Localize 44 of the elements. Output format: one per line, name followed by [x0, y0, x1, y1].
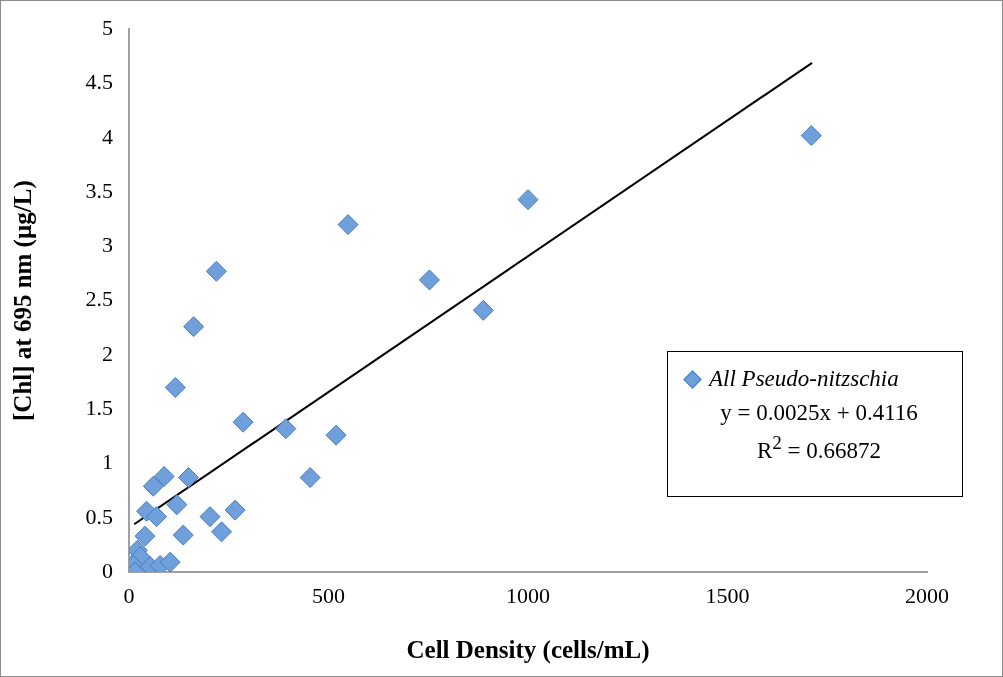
point [517, 189, 539, 211]
y-tick-label: 5 [102, 14, 113, 40]
y-tick-label: 3.5 [85, 177, 113, 203]
y-axis-title: [Chl] at 695 nm (µg/L) [9, 180, 38, 421]
annotation: y = 0.0025x + 0.4116 [719, 399, 919, 427]
point [800, 125, 822, 147]
y-tick-label: 4 [102, 123, 113, 149]
y-tick-label: 1 [102, 449, 113, 475]
y-tick-label: 2.5 [85, 286, 113, 312]
y-tick-label: 3 [102, 232, 113, 258]
x-tick-label: 1000 [506, 582, 550, 608]
point [164, 376, 186, 398]
point [211, 521, 233, 543]
point [153, 465, 175, 487]
y-tick-label: 1.5 [85, 394, 113, 420]
point [183, 316, 205, 338]
x-tick-label: 500 [312, 582, 345, 608]
point [166, 494, 188, 516]
point [224, 499, 246, 521]
point [134, 525, 156, 547]
point [142, 475, 164, 497]
y-tick-label: 4.5 [85, 69, 113, 95]
point [177, 467, 199, 489]
y-tick-label: 0.5 [85, 503, 113, 529]
point [172, 524, 194, 546]
point [337, 214, 359, 236]
annotation: R$^{2}$ = 0.66872 [755, 431, 883, 465]
x-tick-label: 1500 [705, 582, 750, 608]
point [232, 411, 254, 433]
point [472, 299, 494, 321]
point [159, 551, 181, 572]
y-tick-label: 2 [102, 340, 113, 366]
y-tick-label: 0 [102, 557, 113, 583]
x-tick-label: 0 [123, 582, 135, 608]
x-axis-title: Cell Density (cells/mL) [406, 636, 650, 665]
point [418, 269, 440, 291]
x-tick-label: 2000 [905, 582, 949, 608]
point [205, 260, 227, 282]
point [275, 418, 297, 440]
point [146, 506, 168, 528]
point [199, 506, 221, 528]
point [325, 424, 347, 446]
legend-label: All Pseudo-nitzschia [709, 366, 899, 392]
point [299, 467, 321, 489]
